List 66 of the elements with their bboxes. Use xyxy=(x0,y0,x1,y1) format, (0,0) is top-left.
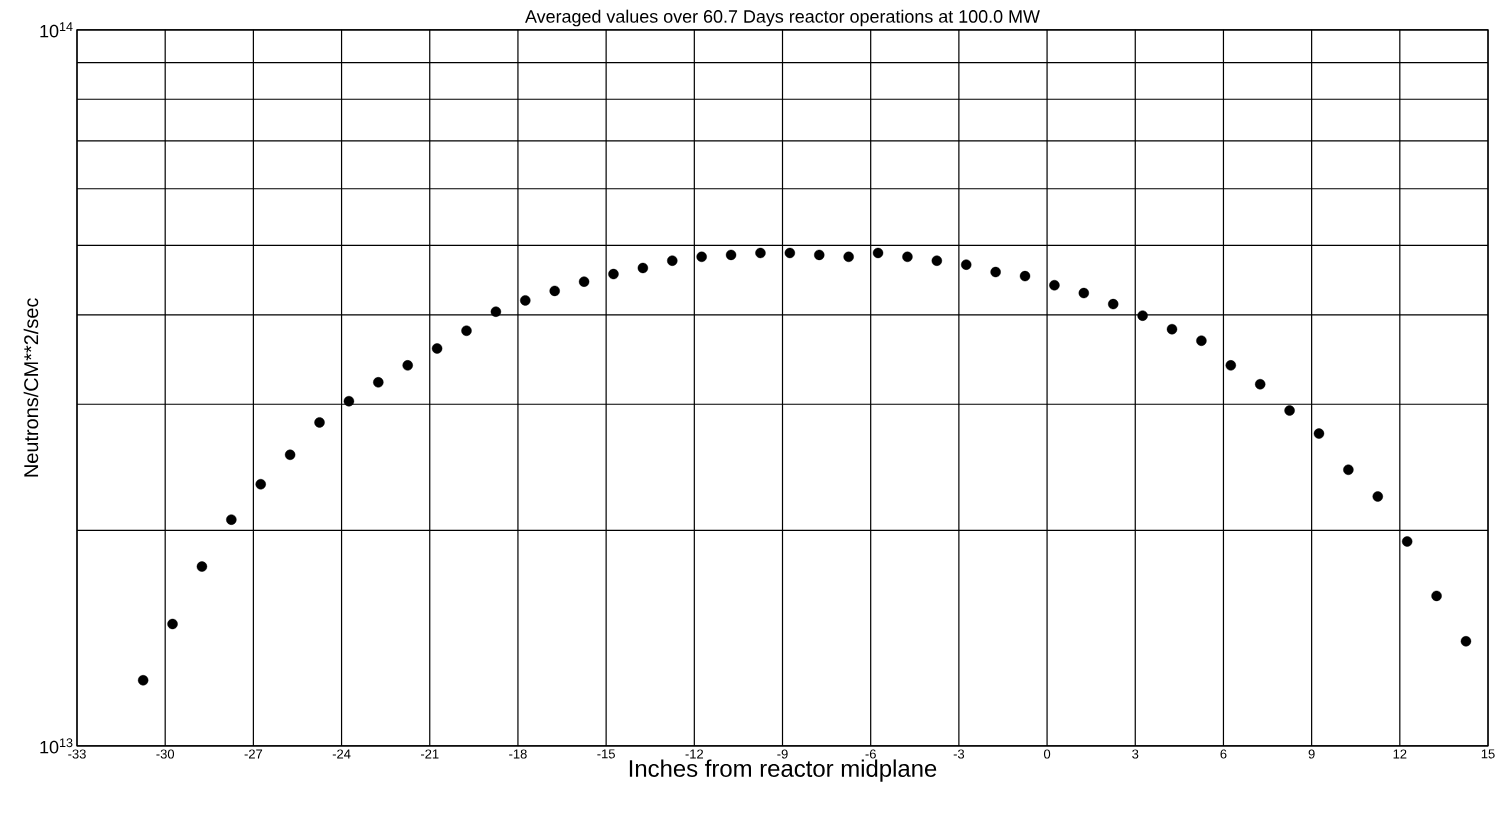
point xyxy=(1225,360,1236,371)
point xyxy=(843,251,854,263)
point xyxy=(755,247,766,259)
x-tick-label: -3 xyxy=(953,749,965,759)
point xyxy=(461,325,472,336)
point xyxy=(314,417,325,428)
point xyxy=(814,249,825,261)
point xyxy=(1460,636,1472,647)
point xyxy=(931,255,943,266)
point xyxy=(637,262,649,274)
point xyxy=(1284,405,1295,416)
point xyxy=(167,618,178,630)
point xyxy=(1372,491,1383,502)
point xyxy=(961,259,972,270)
x-tick-label: -18 xyxy=(509,749,527,759)
point xyxy=(373,377,384,388)
x-tick-label: 15 xyxy=(1481,749,1495,759)
y-tick-label: 10$^{14}$ xyxy=(40,22,73,38)
point xyxy=(255,478,266,490)
x-tick-label: -30 xyxy=(156,749,175,759)
point xyxy=(667,255,678,266)
x-tick-label: -6 xyxy=(865,749,876,759)
point xyxy=(1049,279,1060,291)
point xyxy=(343,395,355,407)
point xyxy=(902,251,913,263)
point xyxy=(1166,323,1178,335)
point xyxy=(1196,335,1207,346)
point xyxy=(1078,287,1090,299)
point xyxy=(1108,298,1119,310)
point xyxy=(696,251,707,263)
point xyxy=(872,247,884,259)
point xyxy=(284,449,296,460)
point xyxy=(520,295,531,306)
point xyxy=(1019,270,1031,282)
point xyxy=(784,247,796,259)
point xyxy=(549,285,560,297)
x-tick-label: -24 xyxy=(332,749,351,759)
x-tick-label: -15 xyxy=(597,749,615,759)
x-tick-label: 3 xyxy=(1132,749,1139,759)
point xyxy=(725,249,737,261)
point xyxy=(1401,536,1413,547)
point xyxy=(490,306,502,317)
point xyxy=(431,343,443,354)
y-axis-title: Neutrons/CM**2/sec xyxy=(23,298,39,477)
point xyxy=(1254,379,1266,390)
point xyxy=(1431,590,1442,602)
x-axis-title: Inches from reactor midplane xyxy=(629,759,937,782)
point xyxy=(608,268,619,280)
x-tick-label: 9 xyxy=(1308,749,1315,759)
x-tick-label: -12 xyxy=(685,749,704,759)
point xyxy=(1137,310,1148,321)
x-tick-label: 0 xyxy=(1043,749,1051,759)
point xyxy=(196,561,208,572)
point xyxy=(226,514,237,525)
point xyxy=(402,360,413,371)
point xyxy=(137,675,149,686)
x-tick-label: -21 xyxy=(420,749,439,759)
point xyxy=(1343,464,1354,475)
x-tick-label: 12 xyxy=(1393,749,1407,759)
x-tick-label: -27 xyxy=(244,749,263,759)
point xyxy=(990,266,1001,278)
x-tick-label: 6 xyxy=(1220,749,1227,759)
chart-title: Averaged values over 60.7 Days reactor operations at 100.0 MW xyxy=(525,9,1040,27)
point xyxy=(1313,428,1325,439)
x-tick-label: -9 xyxy=(777,749,788,759)
point xyxy=(578,276,590,287)
